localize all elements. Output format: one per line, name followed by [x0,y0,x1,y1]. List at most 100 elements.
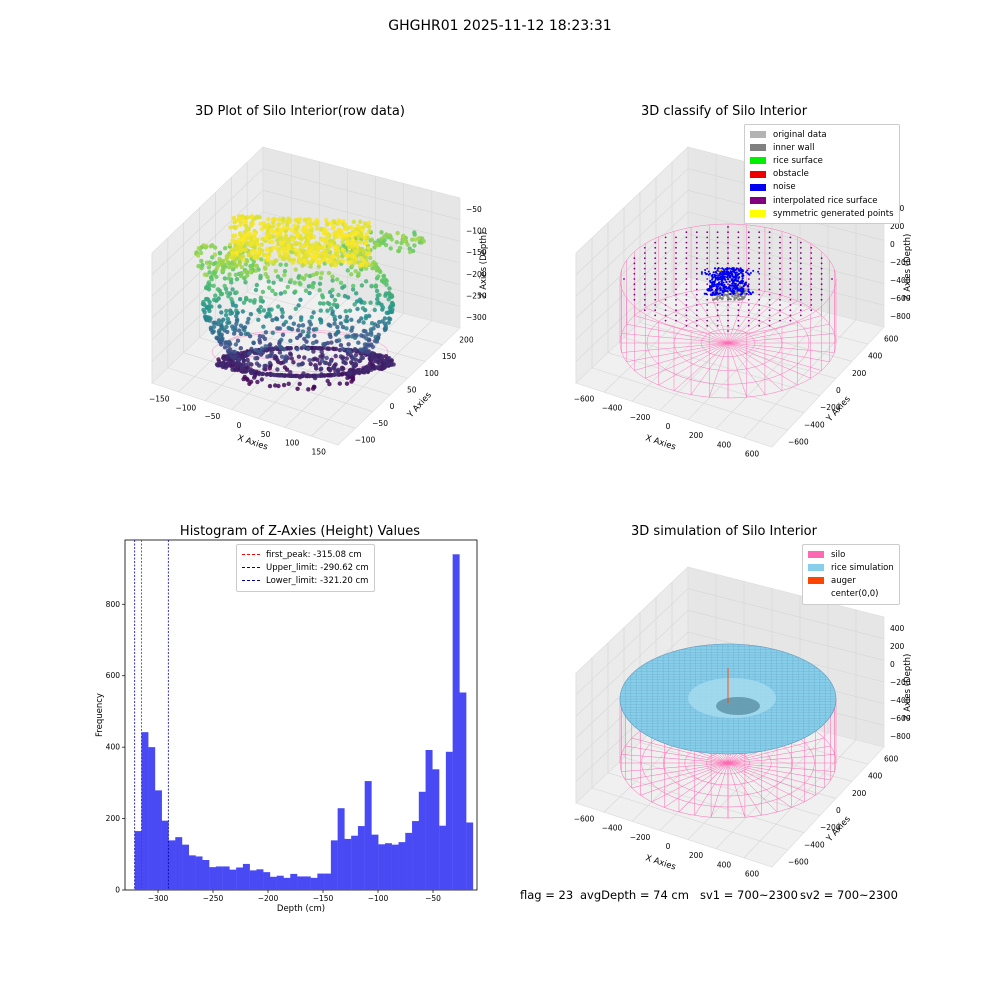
sim-z-tick: 0 [890,660,895,669]
sim-x-tick: −400 [602,824,623,833]
legend-swatch [750,131,766,139]
classify-z-tick: −200 [890,258,911,267]
histogram-y-tick: 600 [106,671,121,680]
classify-z-label: Z Axies (Depth) [903,234,913,301]
legend-label: Upper_limit: -290.62 cm [266,562,369,573]
sim-y-tick: 0 [836,806,841,815]
raw-y-tick: −50 [372,419,388,428]
classify-x-tick: −400 [602,404,623,413]
raw-3d-axes: −150−100−50050100150−100−50050100150200−… [149,146,489,457]
legend-label: obstacle [773,169,809,180]
flag-text: flag = 23 [520,888,574,902]
legend-label: rice surface [773,155,823,166]
classify-legend-item: noise [750,181,894,194]
raw-x-tick: 0 [237,421,242,430]
legend-label: inner wall [773,142,815,153]
histogram-bar [249,870,257,890]
histogram-bar [466,822,474,890]
classify-x-tick: 600 [745,449,760,458]
avg-depth-text: avgDepth = 74 cm [580,888,689,902]
histogram-legend: first_peak: -315.08 cm Upper_limit: -290.… [236,544,375,592]
histogram-title: Histogram of Z-Axies (Height) Values [179,524,421,539]
histogram-bar [256,869,264,890]
sim-y-tick: −600 [788,857,809,866]
legend-swatch [808,551,824,559]
histogram-bar [188,855,196,890]
classify-z-tick: 0 [890,240,895,249]
legend-label: center(0,0) [831,589,879,600]
figure-title: GHGHR01 2025-11-12 18:23:31 [388,18,612,34]
raw-y-label: Y Axies [405,390,434,421]
raw-x-tick: 100 [285,439,300,448]
sim-x-label: X Axies [644,853,677,872]
histogram-bar [297,876,304,890]
sim-legend-item: center(0,0) [808,588,894,601]
histogram-bar [195,856,203,890]
histogram-x-tick: −300 [148,894,169,903]
legend-label: rice simulation [831,562,894,573]
classify-legend-item: symmetric generated points [750,207,894,220]
histogram-bar [215,866,223,890]
legend-label: interpolated rice surface [773,195,878,206]
sim-3d-axes: −600−400−2000200400600−600−400−200020040… [574,566,913,878]
histogram-legend-item: first_peak: -315.08 cm [242,548,369,561]
raw-z-tick: −50 [466,205,482,214]
legend-swatch [750,170,766,178]
raw-x-tick: 50 [261,430,271,439]
classify-z-tick: −400 [890,276,911,285]
histogram-bar [317,873,325,890]
histogram-bar [154,790,162,890]
histogram-x-tick: −100 [368,894,389,903]
legend-swatch [750,197,766,205]
classify-x-tick: 200 [689,431,704,440]
histogram-bar [364,781,372,890]
classify-plot-title: 3D classify of Silo Interior [640,104,808,119]
histogram-bar [222,866,230,890]
classify-y-tick: −200 [820,403,841,412]
sim-z-tick: −800 [890,732,911,741]
histogram-bar [141,732,149,890]
sim-x-tick: 0 [666,842,671,851]
histogram-bar [425,750,433,890]
histogram-y-tick: 800 [106,600,121,609]
histogram-x-label: Depth (cm) [277,904,325,914]
histogram-x-tick: −150 [313,894,334,903]
sim-z-tick: −200 [890,678,911,687]
histogram-bar [418,791,426,890]
histogram-bar [324,873,332,890]
legend-label: silo [831,549,846,560]
legend-swatch [750,144,766,152]
histogram-y-label: Frequency [95,693,105,737]
histogram-bar [330,840,338,890]
histogram-bar [459,692,467,890]
histogram-bar [344,838,352,890]
sim-x-tick: 600 [745,869,760,878]
raw-z-label: Z Axies (Depth) [479,232,489,299]
legend-swatch [808,577,824,585]
sv2-text: sv2 = 700~2300 [800,888,898,902]
histogram-x-tick: −50 [425,894,441,903]
raw-z-tick: −300 [466,313,487,322]
legend-label: noise [773,182,796,193]
sim-legend-item: auger [808,574,894,587]
classify-legend-item: obstacle [750,168,894,181]
raw-y-tick: 0 [390,402,395,411]
raw-z-tick: −100 [466,227,487,236]
sim-legend: silo rice simulation auger center(0,0) [802,544,900,605]
rice-depression [716,697,760,715]
histogram-y-tick: 400 [106,743,121,752]
raw-z-tick: −200 [466,270,487,279]
classify-z-tick: 200 [890,222,905,231]
histogram-bar [182,844,189,890]
legend-line [242,567,260,569]
classify-z-tick: −600 [890,294,911,303]
legend-line [242,554,260,556]
raw-y-tick: 100 [424,369,439,378]
sim-legend-item: rice simulation [808,561,894,574]
classify-legend: original data inner wall rice surface obsta… [744,124,900,225]
histogram-legend-item: Lower_limit: -321.20 cm [242,574,369,587]
sim-y-tick: −200 [820,823,841,832]
histogram-bar [209,867,217,890]
histogram-y-tick: 200 [106,814,121,823]
sim-x-tick: −600 [574,815,595,824]
